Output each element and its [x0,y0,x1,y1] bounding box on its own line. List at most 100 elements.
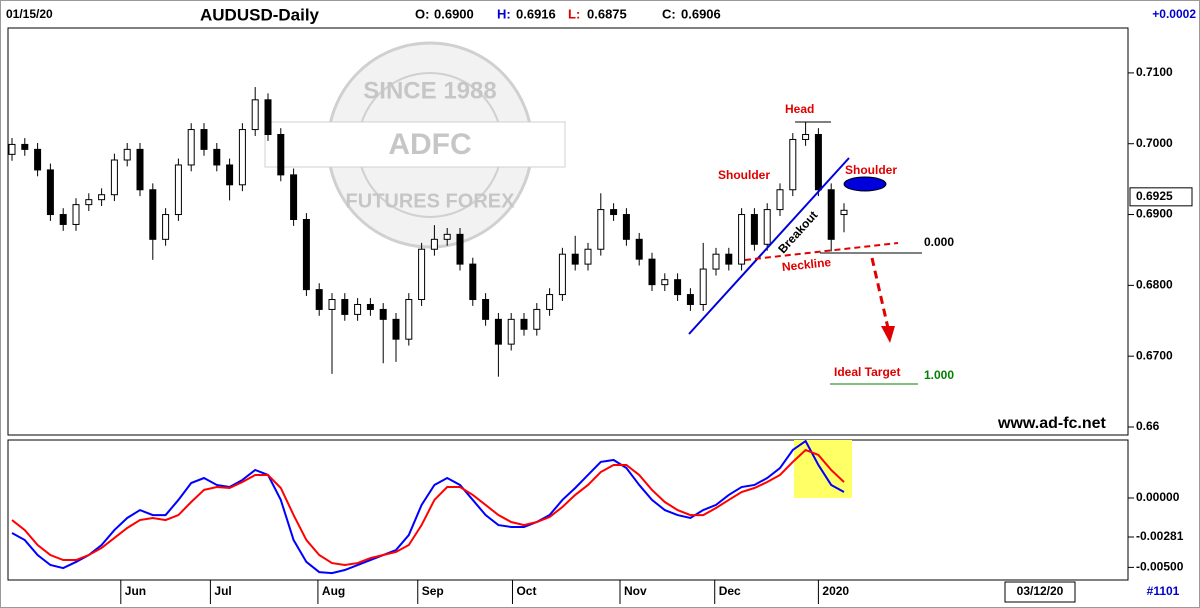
watermark: SINCE 1988 ADFC FUTURES FOREX [264,41,566,249]
candle-body [584,248,592,265]
highlight [794,440,852,498]
candle-body [226,164,234,186]
candle-body [686,294,694,305]
candle-body [840,209,848,216]
candle-body [699,268,707,305]
candle-body [763,209,771,245]
x-tick-label: Aug [322,584,345,598]
website: www.ad-fc.net [997,415,1107,432]
stamp-top: SINCE 1988 [363,77,496,104]
y-tick-label: 0.00000 [1136,490,1180,504]
symbol: AUDUSD-Daily [200,5,320,24]
candle-body [123,148,131,161]
target-arrow [870,257,890,329]
candle-body [802,134,810,140]
candle-body [315,289,323,310]
candle-body [110,159,118,196]
x-tick-label: Oct [516,584,536,598]
candle-body [430,238,438,250]
candle-body [366,303,374,310]
candle-body [712,253,720,270]
shoulder-label: Shoulder [718,168,770,182]
candle-body [136,148,144,191]
candle-body [379,308,387,320]
candle-body [213,148,221,166]
shoulder-mark [843,176,887,192]
quote-label: H: [497,6,511,21]
oscillator-panel [7,439,1129,581]
candle-body [46,169,54,216]
x-tick-label: Sep [422,584,444,598]
y-tick-label: -0.00281 [1136,529,1184,543]
trendline [688,157,850,335]
price-marker-box [1129,187,1193,207]
candle-body [290,174,298,220]
y-tick-label: 0.6700 [1136,348,1173,362]
candle-body [354,303,362,315]
target-label: Ideal Target [834,365,900,379]
candle-body [738,214,746,265]
candle-body [174,164,182,216]
candle-body [571,253,579,265]
x-tick-label: 2020 [822,584,849,598]
quote-label: C: [662,6,676,21]
candle-body [238,129,246,186]
neckline-label: Neckline [781,255,832,274]
candle-body [418,248,426,301]
y-tick-label: 0.7100 [1136,65,1173,79]
price-panel [7,27,1129,436]
candle-body [789,138,797,191]
candle-body [443,233,451,240]
candle-body [674,279,682,296]
candle-body [341,299,349,315]
quote-label: O: [415,6,429,21]
candle-body [98,194,106,201]
candle-body [750,214,758,245]
candle-body [200,129,208,150]
candle-body [34,148,42,171]
candle-body [558,253,566,296]
date: 01/15/20 [6,7,53,21]
y-tick-label: 0.66 [1136,419,1160,433]
candle-body [8,143,16,155]
candle-body [328,299,336,310]
candle-body [405,299,413,340]
footer-bar: #1101 [1147,584,1180,598]
candle-body [277,134,285,176]
oscillator-line [11,448,845,567]
y-tick-label: -0.00500 [1136,560,1184,574]
candle-body [59,214,67,225]
candle-body [494,318,502,345]
fib-label: 1.000 [924,368,954,382]
quote-value: 0.6916 [516,6,556,21]
footer-date: 03/12/20 [1017,584,1064,598]
candle-body [456,233,464,265]
candle-body [302,218,310,291]
candle-body [187,129,195,166]
plot: 0.7100 0.7000 0.6900 0.6800 0.6700 0.66 0.6925… [8,65,1193,604]
arrow-head [881,326,895,343]
x-tick-label: Jun [125,584,146,598]
candle-body [507,318,515,345]
candle-body [776,189,784,211]
candle-body [264,99,272,136]
candle-body [72,204,80,225]
candle-body [85,199,93,206]
oscillator-line [11,439,845,575]
neckline-line [744,242,899,261]
x-tick-label: Dec [719,584,741,598]
candle-body [533,308,541,330]
stamp-bottom: FUTURES FOREX [346,190,516,212]
x-tick-label: Jul [214,584,231,598]
quote-label: L: [568,6,580,21]
candle-body [648,258,656,286]
y-tick-label: 0.7000 [1136,136,1173,150]
x-tick-label: Nov [624,584,647,598]
quote-value: 0.6906 [681,6,721,21]
candle-body [162,214,170,240]
footer-box [1004,581,1076,603]
candle-body [725,253,733,265]
candle-body [635,238,643,260]
stamp-band [264,121,566,168]
